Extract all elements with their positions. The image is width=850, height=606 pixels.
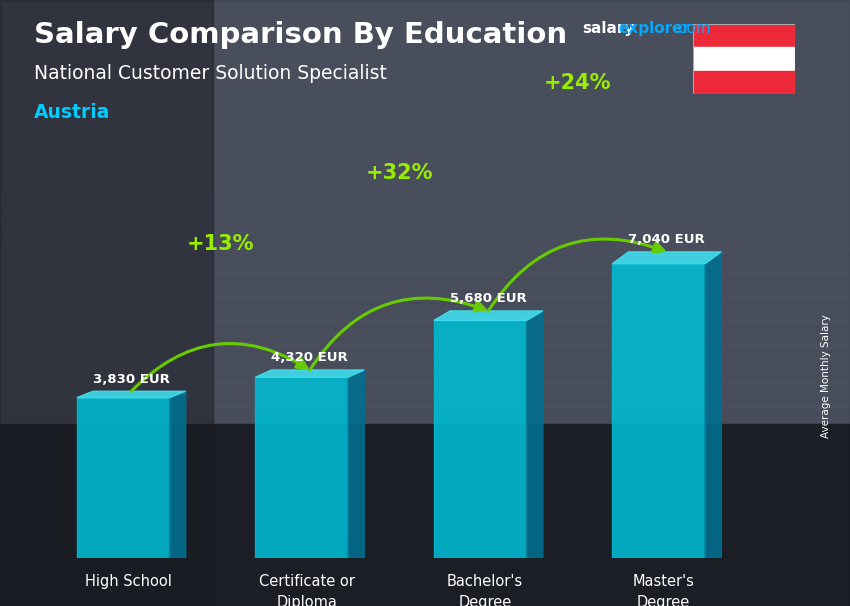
- Polygon shape: [527, 311, 543, 558]
- Text: High School: High School: [85, 574, 172, 590]
- Text: Austria: Austria: [34, 103, 110, 122]
- Text: salary: salary: [582, 21, 635, 36]
- Bar: [0, 327, 850, 339]
- Text: 5,680 EUR: 5,680 EUR: [450, 292, 527, 305]
- Bar: [693, 24, 795, 47]
- Text: National Customer Solution Specialist: National Customer Solution Specialist: [34, 64, 387, 82]
- Bar: [0, 182, 850, 194]
- Polygon shape: [612, 264, 706, 558]
- Polygon shape: [348, 370, 365, 558]
- Text: 3,830 EUR: 3,830 EUR: [93, 373, 170, 385]
- Polygon shape: [612, 252, 722, 264]
- Polygon shape: [255, 377, 348, 558]
- Bar: [0, 255, 850, 267]
- Text: Master's
Degree: Master's Degree: [632, 574, 694, 606]
- Text: Salary Comparison By Education: Salary Comparison By Education: [34, 21, 567, 49]
- Bar: [0, 303, 850, 315]
- Text: +32%: +32%: [366, 163, 433, 183]
- Polygon shape: [706, 252, 722, 558]
- Polygon shape: [76, 398, 170, 558]
- Bar: [0, 0, 850, 424]
- Bar: [0, 364, 850, 376]
- Text: 7,040 EUR: 7,040 EUR: [628, 233, 706, 246]
- Bar: [0, 230, 850, 242]
- Text: Bachelor's
Degree: Bachelor's Degree: [447, 574, 524, 606]
- Bar: [0, 242, 850, 255]
- Polygon shape: [434, 311, 543, 321]
- Bar: [0, 376, 850, 388]
- Bar: [0, 218, 850, 230]
- Bar: [0, 339, 850, 351]
- Bar: [0, 279, 850, 291]
- Polygon shape: [170, 391, 186, 558]
- Polygon shape: [76, 391, 186, 398]
- Text: 4,320 EUR: 4,320 EUR: [271, 351, 348, 364]
- Bar: [0, 206, 850, 218]
- Text: Average Monthly Salary: Average Monthly Salary: [821, 314, 831, 438]
- Text: Certificate or
Diploma: Certificate or Diploma: [258, 574, 354, 606]
- Text: explorer: explorer: [619, 21, 691, 36]
- Bar: [0, 424, 850, 606]
- Polygon shape: [255, 370, 365, 377]
- Polygon shape: [434, 321, 527, 558]
- Bar: [0, 291, 850, 303]
- Bar: [0, 388, 850, 400]
- Bar: [0, 351, 850, 364]
- Bar: [0, 412, 850, 424]
- Text: +13%: +13%: [187, 234, 254, 254]
- Bar: [0, 315, 850, 327]
- Bar: [693, 71, 795, 94]
- Bar: [693, 47, 795, 71]
- Bar: [0, 194, 850, 206]
- Text: .com: .com: [673, 21, 711, 36]
- Bar: [0, 400, 850, 412]
- Text: +24%: +24%: [544, 73, 611, 93]
- Bar: [0, 0, 212, 606]
- Bar: [0, 267, 850, 279]
